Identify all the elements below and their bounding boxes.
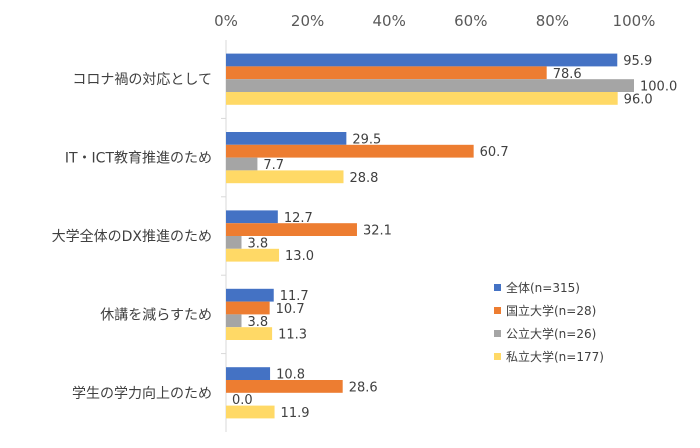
data-label: 11.7 (280, 289, 309, 304)
category-label: コロナ禍の対応として (72, 72, 212, 88)
x-tick-label: 40% (373, 12, 406, 30)
legend-swatch (494, 330, 501, 337)
x-tick-label: 60% (454, 12, 487, 30)
x-tick-label: 0% (214, 12, 238, 30)
bar (226, 405, 275, 419)
data-label: 3.8 (248, 315, 269, 330)
x-tick-label: 20% (291, 12, 324, 30)
data-label: 12.7 (284, 211, 313, 226)
data-label: 11.3 (278, 328, 307, 343)
category-label: IT・ICT教育推進のため (65, 151, 212, 167)
data-label: 0.0 (232, 393, 253, 408)
bar (226, 380, 343, 393)
bar (226, 92, 618, 105)
data-label: 11.9 (281, 406, 310, 421)
legend-label: 国立大学(n=28) (506, 303, 596, 318)
bar (226, 170, 344, 184)
x-tick-label: 100% (613, 12, 656, 30)
bar (226, 79, 634, 92)
legend-swatch (494, 353, 501, 360)
data-label: 10.8 (276, 368, 305, 383)
data-label: 10.7 (276, 302, 305, 317)
data-label: 7.7 (263, 158, 284, 173)
bar (226, 367, 271, 380)
category-label: 大学全体のDX推進のため (52, 228, 212, 245)
legend-label: 公立大学(n=26) (506, 326, 596, 341)
legend-swatch (494, 284, 501, 291)
bar (226, 132, 347, 145)
data-label: 29.5 (352, 132, 381, 147)
data-label: 28.8 (350, 171, 379, 186)
data-label: 32.1 (363, 224, 392, 239)
data-label: 60.7 (480, 145, 509, 160)
bar (226, 327, 273, 340)
legend-swatch (494, 307, 501, 314)
data-label: 78.6 (553, 67, 582, 82)
data-label: 96.0 (624, 92, 653, 107)
category-label: 休講を減らすため (100, 306, 212, 323)
bar (226, 223, 357, 236)
bar (226, 144, 474, 158)
bar (226, 53, 618, 67)
bar (226, 66, 547, 80)
bar (226, 301, 270, 315)
legend-label: 私立大学(n=177) (506, 349, 604, 364)
bar (226, 157, 258, 171)
bar (226, 314, 242, 328)
data-label: 28.6 (349, 380, 378, 395)
x-tick-label: 80% (536, 12, 569, 30)
data-label: 3.8 (248, 236, 269, 251)
bar (226, 236, 242, 249)
category-label: 学生の学力向上のため (72, 386, 212, 402)
bar (226, 288, 274, 302)
data-label: 100.0 (640, 80, 677, 95)
bar (226, 210, 278, 224)
bar (226, 248, 280, 262)
legend-label: 全体(n=315) (506, 280, 580, 295)
data-label: 95.9 (623, 54, 652, 69)
data-label: 13.0 (285, 249, 314, 264)
